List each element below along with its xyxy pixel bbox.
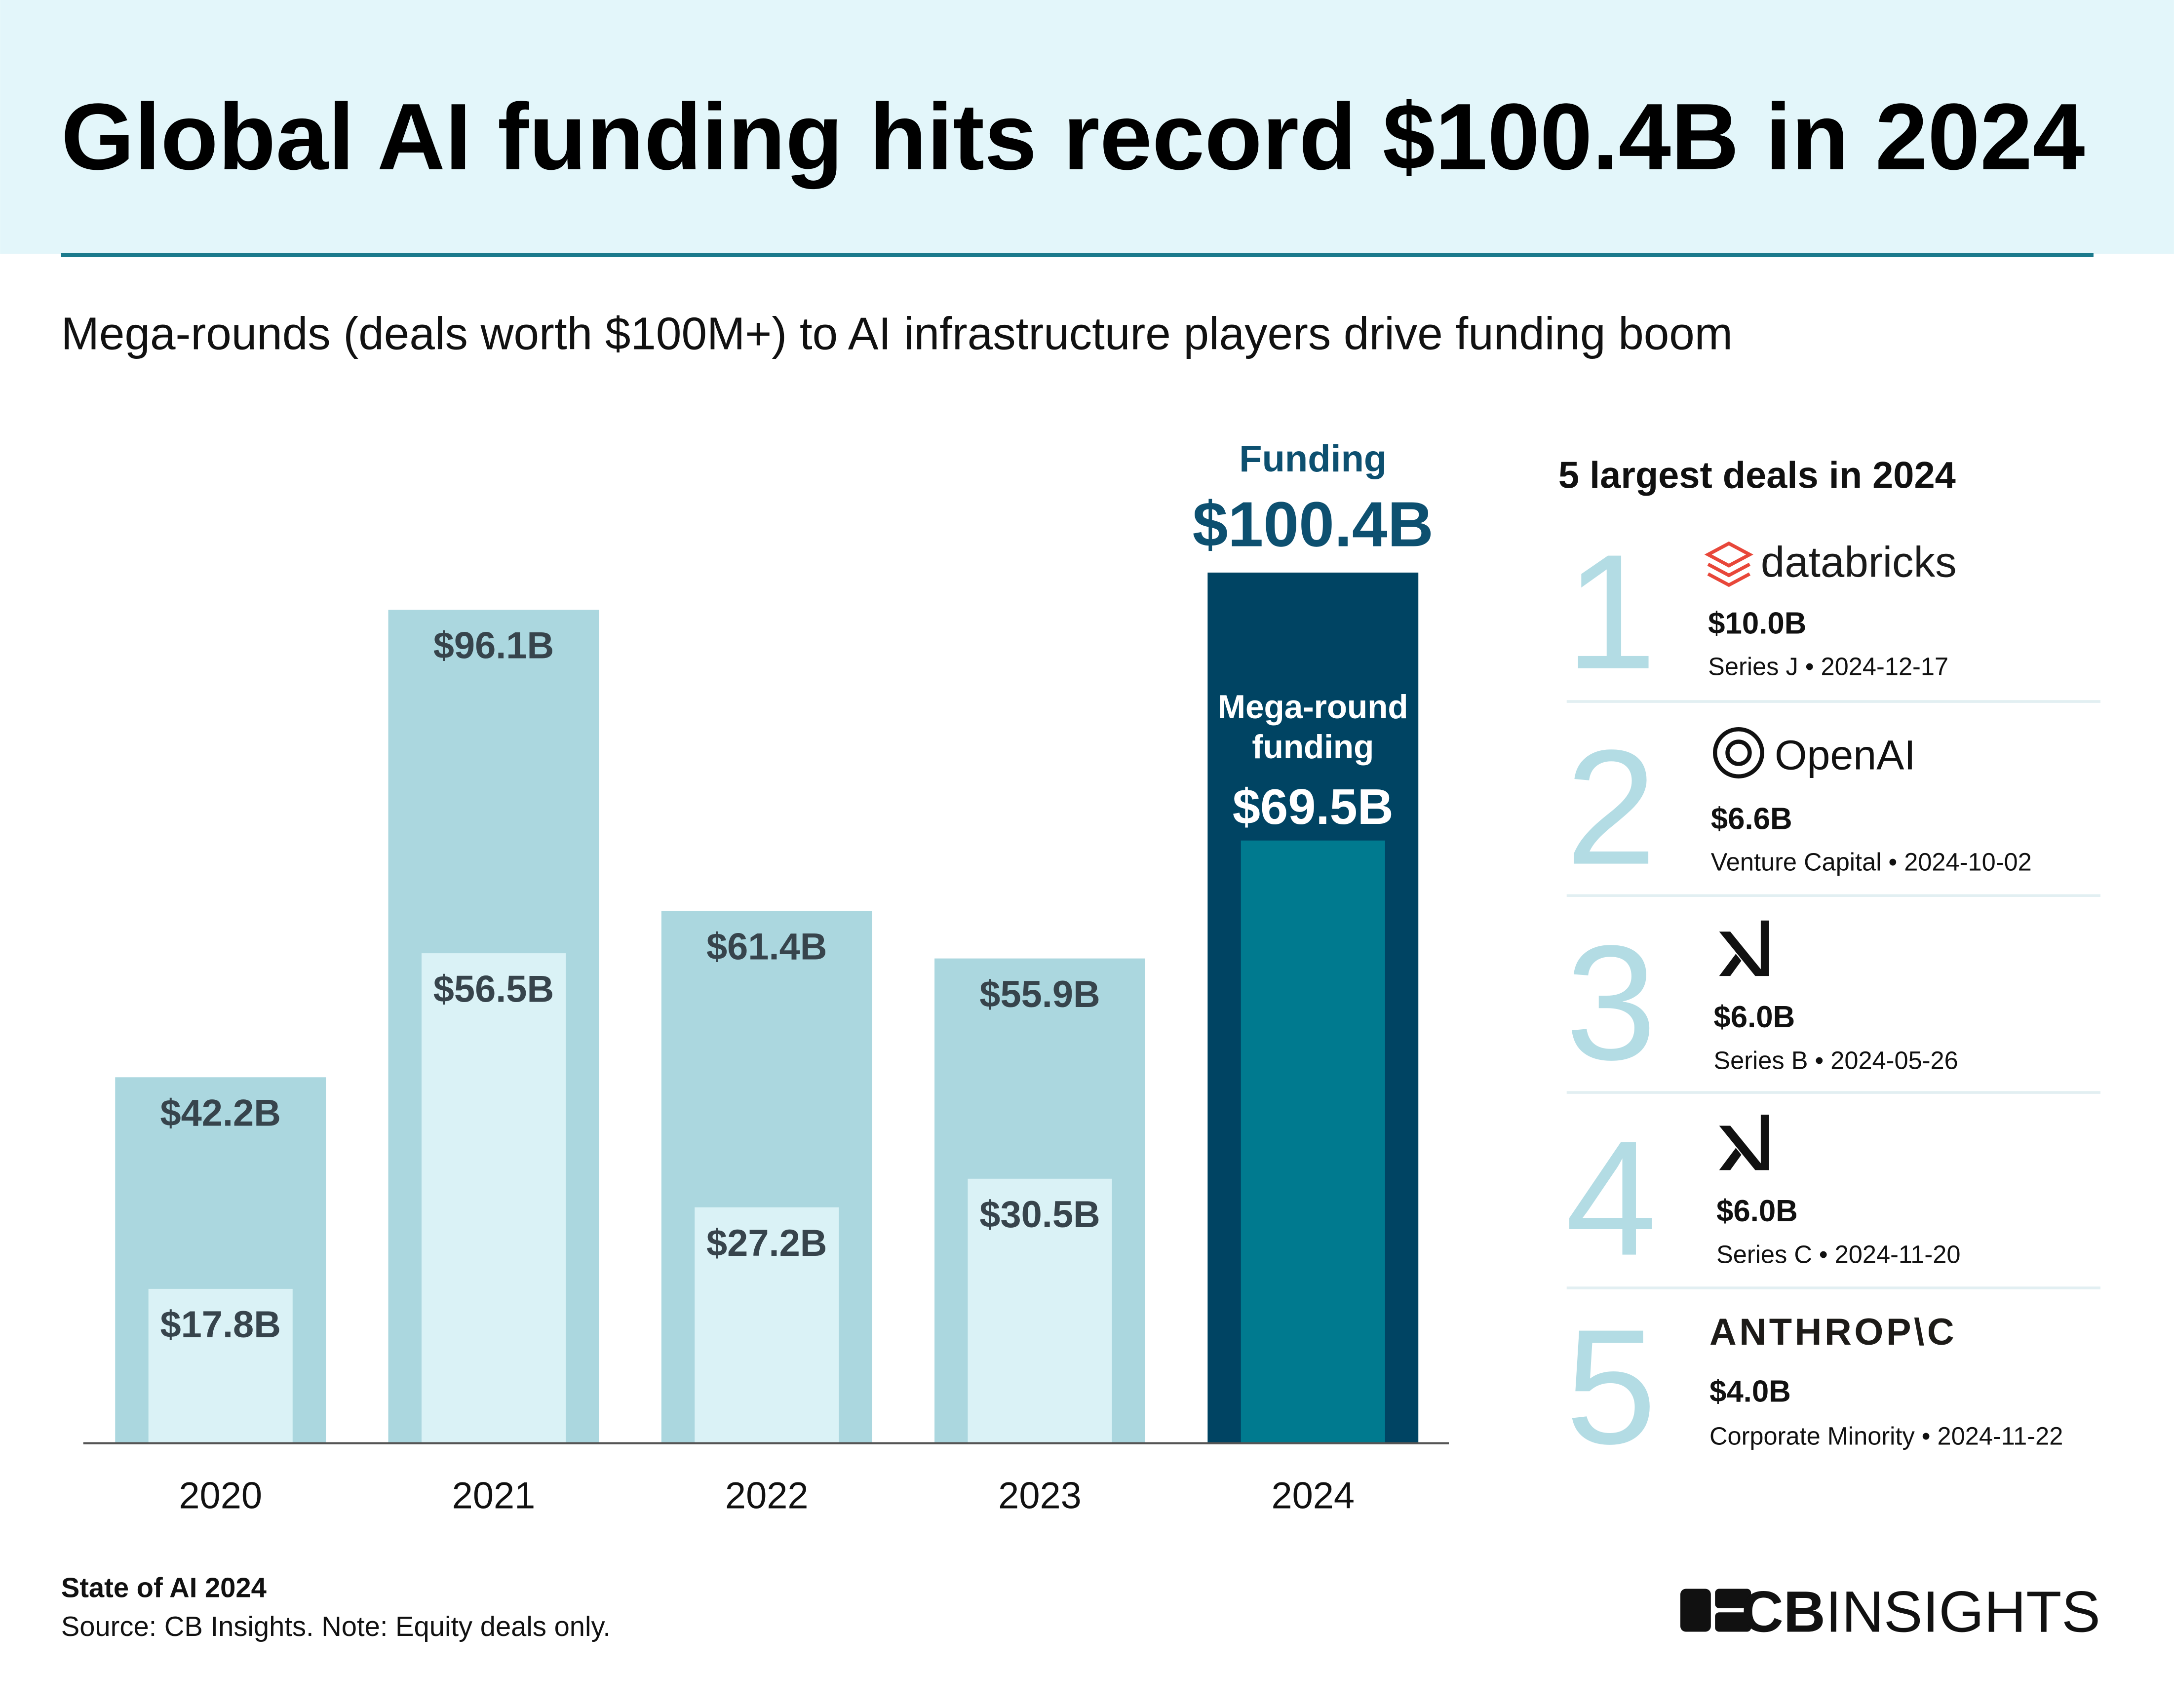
rank: 5 xyxy=(1565,1296,1656,1478)
series-annotation: Mega-round funding xyxy=(1217,689,1408,767)
value-label: $30.5B xyxy=(979,1194,1100,1236)
databricks-icon xyxy=(1704,541,1753,587)
value-label: $69.5B xyxy=(1233,779,1394,835)
value-label: $61.4B xyxy=(706,926,827,968)
value-label: $100.4B xyxy=(1193,489,1434,560)
title: Global AI funding hits record $100.4B in… xyxy=(61,84,2085,190)
value-label: $17.8B xyxy=(160,1304,280,1346)
xai-logo xyxy=(1719,920,1769,976)
brand-icon xyxy=(1680,1589,1751,1632)
x-tick-label: 2022 xyxy=(725,1475,809,1517)
value-label: $27.2B xyxy=(706,1222,827,1264)
rank: 2 xyxy=(1565,716,1656,899)
series-annotation: Funding xyxy=(1239,438,1387,480)
deal-amount: $4.0B xyxy=(1709,1374,1791,1408)
openai-icon xyxy=(1713,727,1764,778)
footer-source: Source: CB Insights. Note: Equity deals … xyxy=(61,1611,611,1642)
deals-title: 5 largest deals in 2024 xyxy=(1558,455,1956,497)
deal-amount: $6.0B xyxy=(1716,1194,1798,1228)
footer-title: State of AI 2024 xyxy=(61,1572,267,1603)
company-logo: OpenAI xyxy=(1775,732,1916,778)
deal-details: Series C • 2024-11-20 xyxy=(1716,1240,1960,1268)
x-tick-label: 2020 xyxy=(179,1475,262,1517)
header-band xyxy=(0,0,2174,254)
value-label: $55.9B xyxy=(979,973,1100,1015)
xai-logo xyxy=(1719,1114,1769,1170)
rank: 1 xyxy=(1565,521,1656,703)
rank: 3 xyxy=(1565,912,1656,1094)
deal-details: Series J • 2024-12-17 xyxy=(1708,653,1948,681)
bar xyxy=(968,1178,1112,1443)
company-logo: ANTHROP\C xyxy=(1709,1311,1957,1353)
deal-details: Series B • 2024-05-26 xyxy=(1713,1046,1958,1074)
company-logo: databricks xyxy=(1761,538,1957,586)
deal-amount: $6.0B xyxy=(1713,1000,1795,1034)
x-tick-label: 2023 xyxy=(998,1475,1082,1517)
bar xyxy=(148,1288,293,1443)
bar xyxy=(421,953,566,1443)
x-tick-label: 2021 xyxy=(452,1475,536,1517)
deal-details: Venture Capital • 2024-10-02 xyxy=(1711,848,2032,876)
brand-light: INSIGHTS xyxy=(1825,1579,2100,1644)
bar xyxy=(1241,840,1385,1443)
annotation-box: Mega-round funding xyxy=(1217,689,1408,767)
bar-chart: 2020 $42.2B $17.8B 2021 $96.1B $56.5B 2022 $61.… xyxy=(83,438,1449,1517)
value-label: $42.2B xyxy=(160,1092,280,1134)
deal-amount: $10.0B xyxy=(1708,606,1806,640)
x-tick-label: 2024 xyxy=(1271,1475,1355,1517)
value-label: $56.5B xyxy=(433,968,554,1010)
deal-details: Corporate Minority • 2024-11-22 xyxy=(1709,1422,2063,1450)
brand-bold: CB xyxy=(1742,1579,1825,1644)
value-label: $96.1B xyxy=(433,625,554,667)
subtitle: Mega-rounds (deals worth $100M+) to AI i… xyxy=(61,308,1733,359)
rank: 4 xyxy=(1565,1107,1656,1290)
bar xyxy=(695,1207,839,1443)
deal-amount: $6.6B xyxy=(1711,802,1792,836)
brand: CBINSIGHTS xyxy=(1742,1579,2100,1644)
